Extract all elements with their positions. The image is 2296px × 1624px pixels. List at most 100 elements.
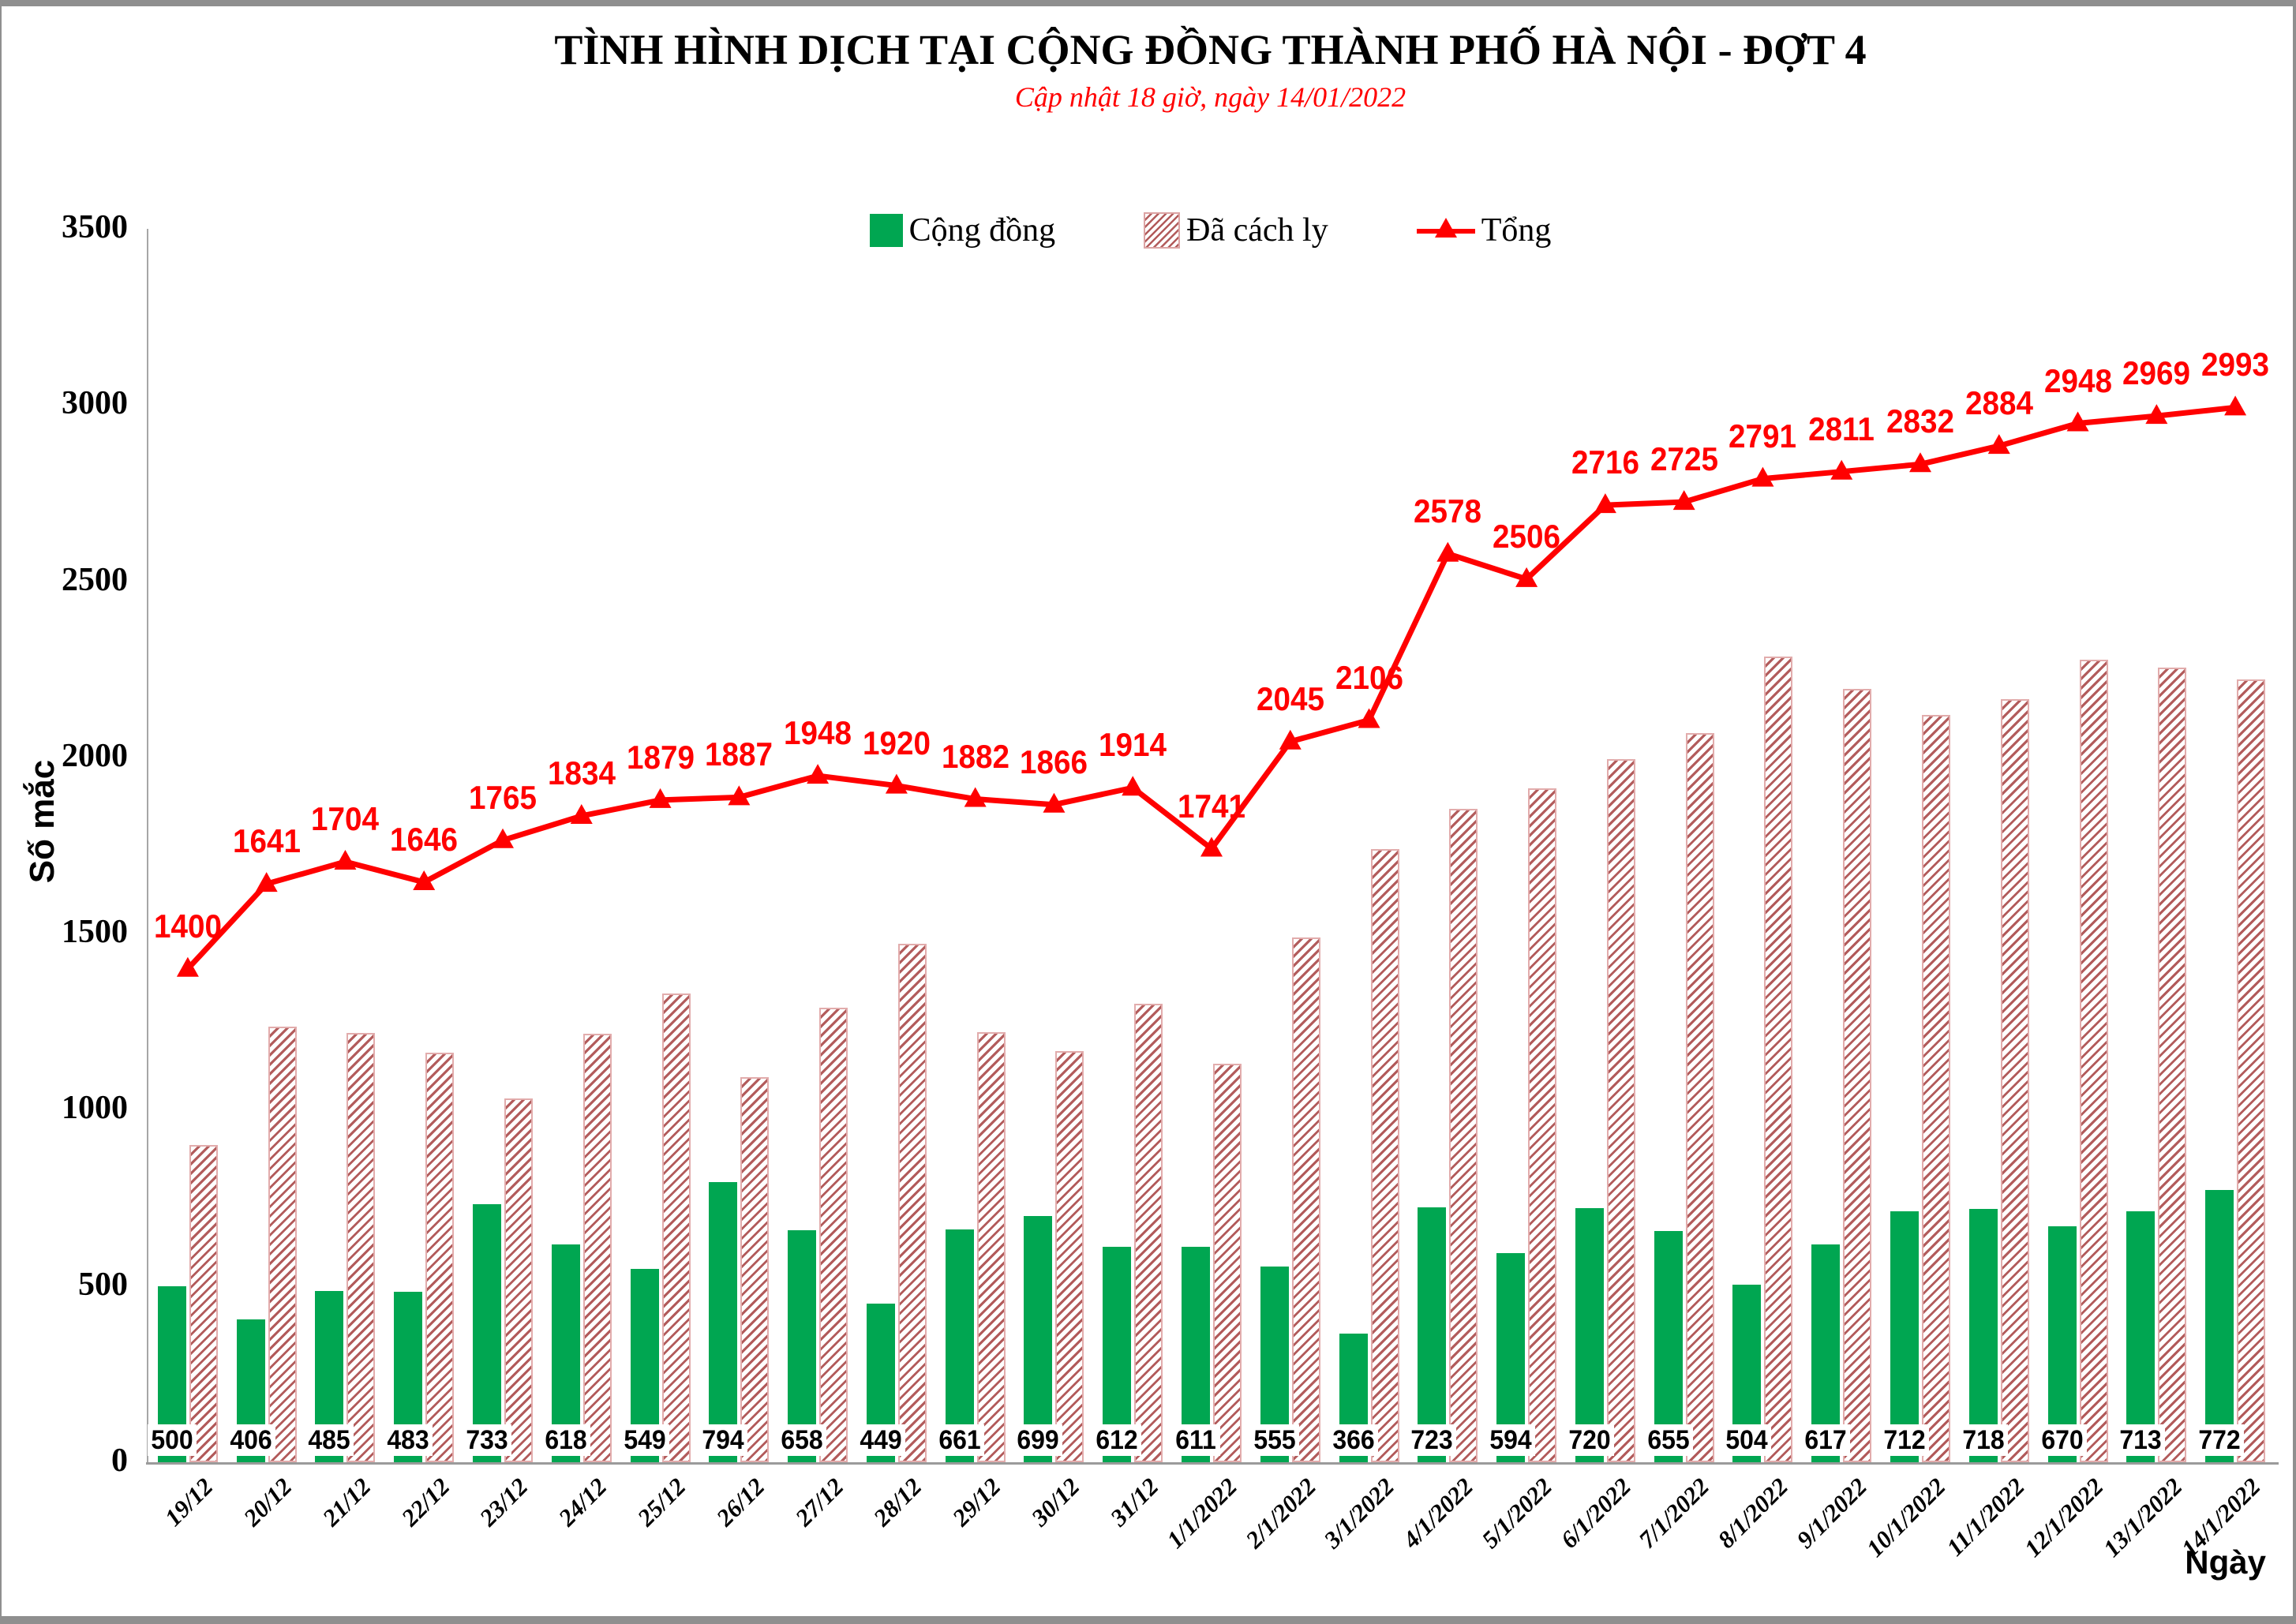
bar-cong-dong	[1024, 1215, 1053, 1462]
red-triangle-swatch	[1434, 218, 1457, 238]
x-axis-date-label: 27/12	[789, 1472, 848, 1532]
bar-value-label: 655	[1643, 1424, 1693, 1456]
x-axis-date-label: 11/1/2022	[1941, 1472, 2030, 1562]
x-axis-date-label: 12/1/2022	[2018, 1472, 2109, 1562]
y-tick-label: 0	[111, 1443, 128, 1479]
bar-cong-dong	[1890, 1211, 1919, 1462]
bar-da-cach-ly	[268, 1027, 297, 1462]
bar-value-label: 718	[1958, 1424, 2008, 1456]
bar-value-label: 712	[1879, 1424, 1930, 1456]
bar-da-cach-ly	[2237, 679, 2266, 1462]
legend: Cộng đồng Đã cách ly Tổng	[128, 207, 2293, 254]
bar-cong-dong	[1654, 1231, 1683, 1462]
y-tick-label: 2500	[62, 561, 128, 598]
y-tick-label: 1500	[62, 914, 128, 951]
bar-value-label: 483	[384, 1424, 433, 1456]
bar-da-cach-ly	[504, 1098, 533, 1462]
hatched-bar-swatch-icon	[1144, 212, 1181, 249]
line-value-label: 1920	[862, 724, 931, 761]
x-axis-date-label: 29/12	[946, 1472, 1006, 1532]
line-value-label: 2969	[2122, 354, 2191, 392]
x-axis-date-label: 31/12	[1104, 1472, 1163, 1532]
bar-da-cach-ly	[1213, 1064, 1242, 1462]
chart-subtitle: Cập nhật 18 giờ, ngày 14/01/2022	[1014, 81, 1406, 113]
bar-value-label: 670	[2037, 1424, 2087, 1456]
x-axis-date-label: 28/12	[867, 1472, 927, 1532]
x-axis-date-label: 26/12	[710, 1472, 770, 1532]
x-axis-date-label: 3/1/2022	[1318, 1472, 1400, 1554]
bar-value-label: 485	[305, 1424, 354, 1456]
y-tick-label: 3000	[62, 385, 128, 422]
bar-value-label: 504	[1722, 1424, 1772, 1456]
bar-da-cach-ly	[819, 1007, 848, 1462]
bar-da-cach-ly	[582, 1033, 612, 1462]
bar-da-cach-ly	[1528, 788, 1557, 1462]
bar-da-cach-ly	[1606, 758, 1635, 1462]
legend-item-da-cach-ly: Đã cách ly	[1144, 211, 1328, 249]
bar-value-label: 699	[1013, 1424, 1063, 1456]
bar-da-cach-ly	[897, 944, 927, 1462]
x-axis-date-label: 19/12	[159, 1472, 219, 1532]
y-tick-label: 2000	[62, 737, 128, 774]
legend-label-tong: Tổng	[1481, 212, 1552, 249]
line-value-label: 2716	[1571, 443, 1639, 481]
bar-value-label: 618	[541, 1424, 590, 1456]
bar-cong-dong	[2126, 1211, 2156, 1462]
bar-da-cach-ly	[2079, 659, 2108, 1462]
bar-da-cach-ly	[189, 1145, 218, 1462]
line-value-label: 1641	[232, 822, 301, 860]
bar-value-label: 612	[1092, 1424, 1142, 1456]
line-value-label: 2884	[1965, 384, 2033, 422]
line-value-label: 2506	[1493, 517, 1561, 555]
line-value-label: 2948	[2043, 361, 2112, 399]
y-axis-line	[147, 229, 148, 1463]
bar-value-label: 549	[620, 1424, 669, 1456]
line-value-label: 2832	[1886, 402, 1954, 440]
bar-value-label: 720	[1564, 1424, 1614, 1456]
line-value-label: 1887	[705, 735, 773, 773]
bar-da-cach-ly	[1922, 715, 1950, 1462]
line-value-label: 2106	[1335, 658, 1403, 696]
bar-da-cach-ly	[2158, 667, 2187, 1462]
legend-label-da-cach-ly: Đã cách ly	[1186, 212, 1328, 249]
bar-value-label: 772	[2195, 1424, 2245, 1456]
bar-value-label: 406	[226, 1424, 275, 1456]
bar-cong-dong	[788, 1230, 817, 1462]
bar-value-label: 713	[2116, 1424, 2166, 1456]
x-axis-date-label: 23/12	[474, 1472, 534, 1532]
line-value-label: 1646	[390, 820, 459, 858]
bar-cong-dong	[1418, 1207, 1447, 1462]
y-tick-label: 1000	[62, 1090, 128, 1127]
bar-da-cach-ly	[976, 1031, 1006, 1462]
bar-cong-dong	[2205, 1190, 2234, 1462]
y-tick-label: 500	[78, 1266, 128, 1303]
line-value-label: 1704	[311, 800, 380, 838]
bar-value-label: 366	[1328, 1424, 1378, 1456]
bar-da-cach-ly	[1843, 689, 1872, 1462]
bar-da-cach-ly	[1134, 1003, 1163, 1462]
plot-area: 0 500 1000 1500 2000 2500 3000 3500 500 19/12 406 2…	[2, 6, 2293, 1616]
line-value-label: 1765	[469, 778, 537, 816]
line-value-label: 1879	[626, 738, 695, 776]
bar-da-cach-ly	[1055, 1050, 1084, 1462]
y-tick-label: 3500	[62, 209, 128, 245]
x-axis-date-label: 2/1/2022	[1239, 1472, 1321, 1554]
x-axis-date-label: 6/1/2022	[1554, 1472, 1636, 1554]
line-value-label: 1948	[784, 714, 852, 752]
bar-da-cach-ly	[740, 1076, 770, 1462]
bar-cong-dong	[1575, 1208, 1604, 1462]
bar-value-label: 594	[1486, 1424, 1536, 1456]
bar-cong-dong	[709, 1182, 738, 1462]
line-value-label: 1741	[1178, 787, 1245, 825]
bar-value-label: 449	[856, 1424, 905, 1456]
x-axis-date-label: 20/12	[238, 1472, 298, 1532]
bar-da-cach-ly	[661, 993, 691, 1462]
bar-value-label: 723	[1407, 1424, 1457, 1456]
x-axis-date-label: 5/1/2022	[1476, 1472, 1557, 1554]
bar-da-cach-ly	[346, 1032, 376, 1462]
legend-item-tong: Tổng	[1416, 211, 1552, 249]
x-axis-date-label: 13/1/2022	[2097, 1472, 2188, 1562]
bar-value-label: 555	[1249, 1424, 1299, 1456]
x-axis-line	[146, 1462, 2279, 1465]
